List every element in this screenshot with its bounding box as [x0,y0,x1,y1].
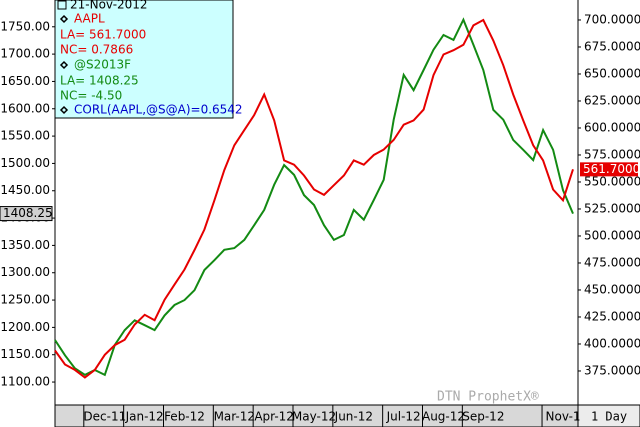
period-label[interactable]: 1 Day [591,410,627,424]
y-tick-label: 1700.00 [0,47,50,61]
x-tick-label: Nov-1 [546,410,581,424]
y-tick-label: 1200.00 [0,320,50,334]
y-tick-label: 1650.00 [0,74,50,88]
y-tick-label: 1250.00 [0,293,50,307]
legend-entry: AAPL [74,12,105,26]
last-value-tag [580,162,638,177]
info-date: 21-Nov-2012 [70,0,148,12]
x-tick-label: Sep-12 [462,410,504,424]
plot [54,17,574,379]
last-value-label: 1408.25 [3,206,53,220]
x-tick-label: Dec-11 [83,410,126,424]
y2-tick-label: 675.0000 [584,39,640,53]
watermark: DTN ProphetX® [437,390,539,405]
y2-tick-label: 650.0000 [584,66,640,80]
x-tick-label: Feb-12 [164,410,205,424]
y-tick-label: 1350.00 [0,238,50,252]
y2-tick-label: 475.0000 [584,255,640,269]
info-box-bg [54,0,234,119]
info-line: NC= -4.50 [60,89,122,103]
y2-tick-label: 550.0000 [584,174,640,188]
x-tick-label: Aug-12 [422,410,465,424]
info-correlation: CORL(AAPL,@S@A)=0.6542 [74,103,243,117]
y-tick-label: 1550.00 [0,129,50,143]
y2-tick-label: 400.0000 [584,336,640,350]
period-box[interactable] [577,404,640,427]
y2-tick-label: 375.0000 [584,363,640,377]
legend-marker [59,105,69,115]
info-line: LA= 1408.25 [60,74,139,88]
info-line: LA= 561.7000 [60,28,146,42]
y2-tick-label: 425.0000 [584,309,640,323]
legend-entry: @S2013F [74,58,131,72]
y-tick-label: 1450.00 [0,183,50,197]
info-icon [57,0,67,10]
last-value-tag [0,206,53,222]
y-tick-label: 1600.00 [0,101,50,115]
x-tick-label: Apr-12 [254,410,294,424]
series-line [54,17,574,377]
y-tick-label: 1750.00 [0,19,50,33]
x-tick-label: Jan-12 [125,410,164,424]
legend-marker [59,14,69,24]
info-line: NC= 0.7866 [60,43,133,57]
y2-tick-label: 575.0000 [584,147,640,161]
y2-tick-label: 700.0000 [584,12,640,26]
y2-tick-label: 600.0000 [584,120,640,134]
x-tick-label: Jul-12 [386,410,421,424]
y-tick-label: 1300.00 [0,265,50,279]
x-tick-label: Mar-12 [214,410,255,424]
legend-marker [59,60,69,70]
last-value-label: 561.7000 [583,162,640,176]
y-tick-label: 1100.00 [0,375,50,389]
y2-tick-label: 450.0000 [584,282,640,296]
y2-tick-label: 625.0000 [584,93,640,107]
y2-tick-label: 500.0000 [584,228,640,242]
x-tick-label: May-12 [292,410,336,424]
x-tick-label: Jun-12 [334,410,373,424]
y-tick-label: 1500.00 [0,156,50,170]
y-tick-label: 1150.00 [0,347,50,361]
y2-tick-label: 525.0000 [584,201,640,215]
series-line [54,18,574,379]
